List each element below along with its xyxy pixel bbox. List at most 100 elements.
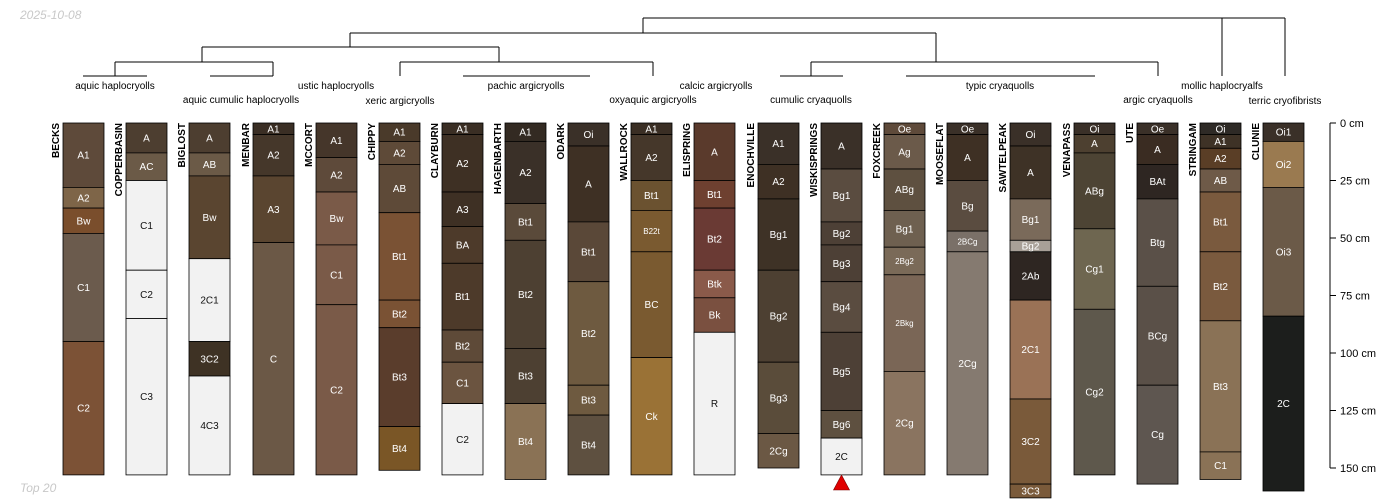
horizon-label: Bt2 [518,290,533,301]
axis-tick-label: 150 cm [1340,463,1376,475]
horizon-a1 [62,122,105,188]
horizon-label: Bt2 [1213,282,1228,293]
profile-name: UTE [1125,123,1136,143]
horizon-oi3 [1262,186,1305,317]
horizon-label: A2 [267,151,280,162]
horizon-a [693,122,736,181]
axis-tick-label: 0 cm [1340,118,1364,130]
horizon-label: 3C2 [1021,437,1040,448]
profile-mccort: A1 A2 Bw C1 C2 MCCORT [304,122,358,476]
horizon-ag [883,134,926,170]
horizon-a [188,122,231,154]
horizon-label: 2Bkg [895,319,913,328]
profile-name: BECKS [51,123,62,158]
horizon-label: Oi [1216,124,1226,135]
horizon-label: A [143,133,150,144]
horizon-label: A [711,147,718,158]
horizon-label: A1 [1214,137,1227,148]
subgroup-label: aquic haplocryolls [75,81,155,92]
horizon-bg2 [757,269,800,363]
horizon-label: Bg3 [770,393,788,404]
profile-venapass: Oi A ABg Cg1 Cg2 VENAPASS [1062,122,1116,476]
profile-name: STRINGAM [1188,123,1199,176]
profile-mooseflat: Oe A Bg 2BCg 2Cg MOOSEFLAT [935,122,989,476]
horizon-label: 2C1 [200,296,219,307]
subgroup-label: ustic haplocryolls [298,81,374,92]
horizon-label: Bt1 [392,252,407,263]
profile-wallrock: A1 A2 Bt1 B22t BC Ck WALLROCK [619,122,673,476]
profile-name: MCCORT [304,123,315,167]
horizon-bt1 [1199,191,1242,253]
horizon-a2 [252,134,295,177]
horizon-label: Bt1 [644,191,659,202]
profile-stringam: Oi A1 A2 AB Bt1 Bt2 Bt3 C1 STRINGAM [1188,122,1242,480]
horizon-label: Bt2 [455,342,470,353]
horizon-label: 2Cg [769,446,787,457]
horizon-2c [1262,315,1305,492]
date-stamp: 2025-10-08 [20,8,82,22]
horizon-label: A [585,179,592,190]
horizon-label: A1 [330,136,343,147]
profile-name: ENOCHVILLE [746,123,757,188]
horizon-label: A [964,153,971,164]
horizon-label: Oi3 [1276,247,1292,258]
horizon-label: AB [1214,176,1228,187]
horizon-label: A [1027,168,1034,179]
profile-elispring: A Bt1 Bt2 Btk Bk R ELISPRING [682,122,736,476]
footer-note: Top 20 [20,481,57,495]
horizon-a2 [315,157,358,193]
profile-name: COPPERBASIN [114,123,125,196]
horizon-label: A2 [393,148,406,159]
horizon-bt1 [630,180,673,211]
horizon-label: Btk [707,280,722,291]
horizon-c2 [315,304,358,476]
horizon-label: Bt2 [707,235,722,246]
horizon-label: C2 [456,435,469,446]
horizon-bt3 [378,327,421,428]
horizon-label: Bw [330,214,345,225]
profile-name: SAWTELPEAK [998,122,1009,192]
axis-tick-label: 125 cm [1340,406,1376,418]
profile-clunie: Oi1 Oi2 Oi3 2C CLUNIE [1251,122,1305,492]
horizon-2c [820,437,863,476]
horizon-label: ABg [895,185,914,196]
horizon-a2 [757,163,800,200]
horizon-label: R [711,399,718,410]
horizon-label: C3 [140,392,153,403]
horizon-bat [1136,163,1179,200]
horizon-bt2 [567,281,610,386]
horizon-2c1 [1009,299,1052,400]
profile-copperbasin: A AC C1 C2 C3 COPPERBASIN [114,122,168,476]
horizon-bg3 [757,361,800,434]
subgroup-label: terric cryofibrists [1249,96,1322,107]
horizon-label: 2Ab [1022,271,1040,282]
horizon-bt2 [504,239,547,349]
profile-clayburn: A1 A2 A3 BA Bt1 Bt2 C1 C2 CLAYBURN [430,122,484,476]
horizon-bt2 [693,207,736,271]
horizon-btg [1136,198,1179,287]
horizon-label: C2 [77,404,90,415]
horizon-a [125,122,168,154]
horizon-label: Bt1 [455,292,470,303]
horizon-label: C [270,354,277,365]
horizon-c1 [1199,451,1242,480]
horizon-a1 [315,122,358,158]
profile-name: BIGLOST [177,123,188,167]
horizon-label: Oe [1151,124,1165,135]
horizon-bt4 [504,403,547,480]
horizon-label: Oi [1026,130,1036,141]
horizon-label: Bg1 [833,191,851,202]
horizon-4c3 [188,375,231,476]
horizon-label: Oi1 [1276,128,1292,139]
horizon-label: Bw [203,213,218,224]
horizon-c1 [125,180,168,271]
horizon-label: A1 [393,128,406,139]
truncation-triangle [833,474,850,491]
horizon-label: BCg [1148,331,1167,342]
horizon-bt1 [441,262,484,331]
horizon-label: A1 [77,151,90,162]
horizon-2bkg [883,274,926,372]
horizon-label: A [838,142,845,153]
